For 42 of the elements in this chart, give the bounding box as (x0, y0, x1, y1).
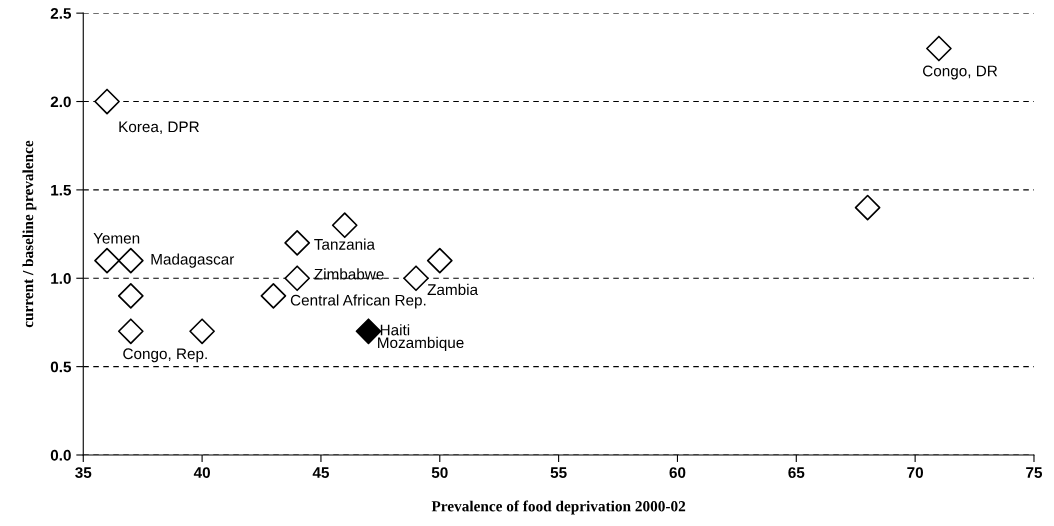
x-tick-label: 65 (788, 467, 805, 479)
annotation: Congo, Rep. (123, 348, 207, 363)
x-tick-label: 70 (907, 467, 924, 479)
annotation: Zambia (427, 283, 479, 296)
point (189, 318, 215, 345)
x-tick-label: 55 (550, 467, 567, 479)
point (854, 194, 881, 221)
y-tick-label: 2.5 (50, 8, 72, 19)
y-tick-label: 1.0 (51, 273, 71, 284)
annotation: Yemen (93, 233, 140, 244)
annotation: Zimbabwe (314, 268, 384, 280)
annotation: Mozambique (378, 336, 464, 352)
x-tick-label: 35 (75, 467, 92, 479)
point (94, 247, 120, 274)
x-tick-label: 75 (1026, 467, 1043, 479)
point (117, 247, 144, 274)
y-tick-label: 0.5 (50, 361, 72, 373)
x-tick-label: 50 (431, 467, 448, 479)
point (94, 88, 120, 115)
y-tick-label: 1.5 (51, 184, 72, 196)
x-tick-label: 45 (312, 467, 330, 479)
point (426, 247, 453, 274)
x-tick-label: 40 (193, 467, 210, 479)
annotation: Central African Rep. (290, 294, 426, 309)
x-tick-label: 60 (669, 467, 686, 479)
point (284, 265, 311, 292)
y-tick-label: 2.0 (50, 96, 71, 108)
point (260, 283, 287, 309)
y-axis-title: current / baseline prevalence (22, 140, 37, 328)
point (926, 35, 952, 62)
point (117, 283, 144, 309)
point (331, 212, 358, 239)
annotation: Tanzania (314, 238, 375, 250)
annotation: Madagascar (151, 253, 235, 268)
point (403, 265, 429, 292)
annotation: Congo, DR (923, 65, 998, 80)
point (117, 318, 144, 345)
annotation: Korea, DPR (119, 121, 199, 134)
x-axis-title: Prevalence of food deprivation 2000-02 (431, 500, 686, 515)
y-tick-label: 0.0 (50, 449, 71, 461)
annotation: Haiti (380, 324, 410, 336)
point (284, 230, 311, 256)
